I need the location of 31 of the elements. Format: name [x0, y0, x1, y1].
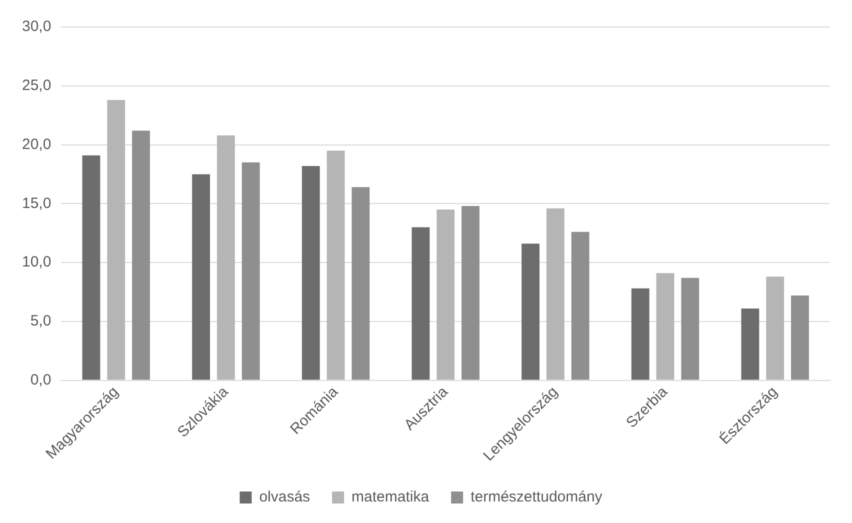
- bar: [656, 273, 674, 380]
- bar: [302, 166, 320, 380]
- bar: [546, 208, 564, 380]
- bar: [216, 135, 235, 380]
- bar: [462, 206, 480, 380]
- y-tick-label: 20,0: [22, 136, 52, 153]
- bar: [242, 162, 260, 380]
- y-tick-label: 30,0: [22, 18, 52, 36]
- bar: [791, 295, 809, 380]
- bar: [766, 276, 784, 380]
- y-tick-label: 5,0: [30, 312, 52, 330]
- bar: [571, 232, 590, 380]
- legend-label: természettudomány: [470, 488, 603, 506]
- legend-label: matematika: [352, 488, 430, 506]
- bar: [132, 130, 150, 380]
- legend-label: olvasás: [259, 488, 310, 506]
- bar: [631, 288, 650, 380]
- bar: [522, 244, 540, 380]
- bar: [681, 278, 700, 380]
- bar: [326, 150, 345, 380]
- bar: [192, 174, 210, 380]
- y-tick-label: 25,0: [22, 77, 52, 94]
- bar: [412, 227, 430, 380]
- bar: [436, 210, 455, 380]
- bar: [352, 187, 370, 380]
- y-tick-label: 10,0: [22, 254, 52, 271]
- y-tick-label: 15,0: [22, 194, 52, 212]
- bar: [107, 100, 126, 380]
- bar: [82, 155, 100, 380]
- y-tick-label: 0,0: [30, 371, 52, 388]
- bar: [741, 308, 760, 380]
